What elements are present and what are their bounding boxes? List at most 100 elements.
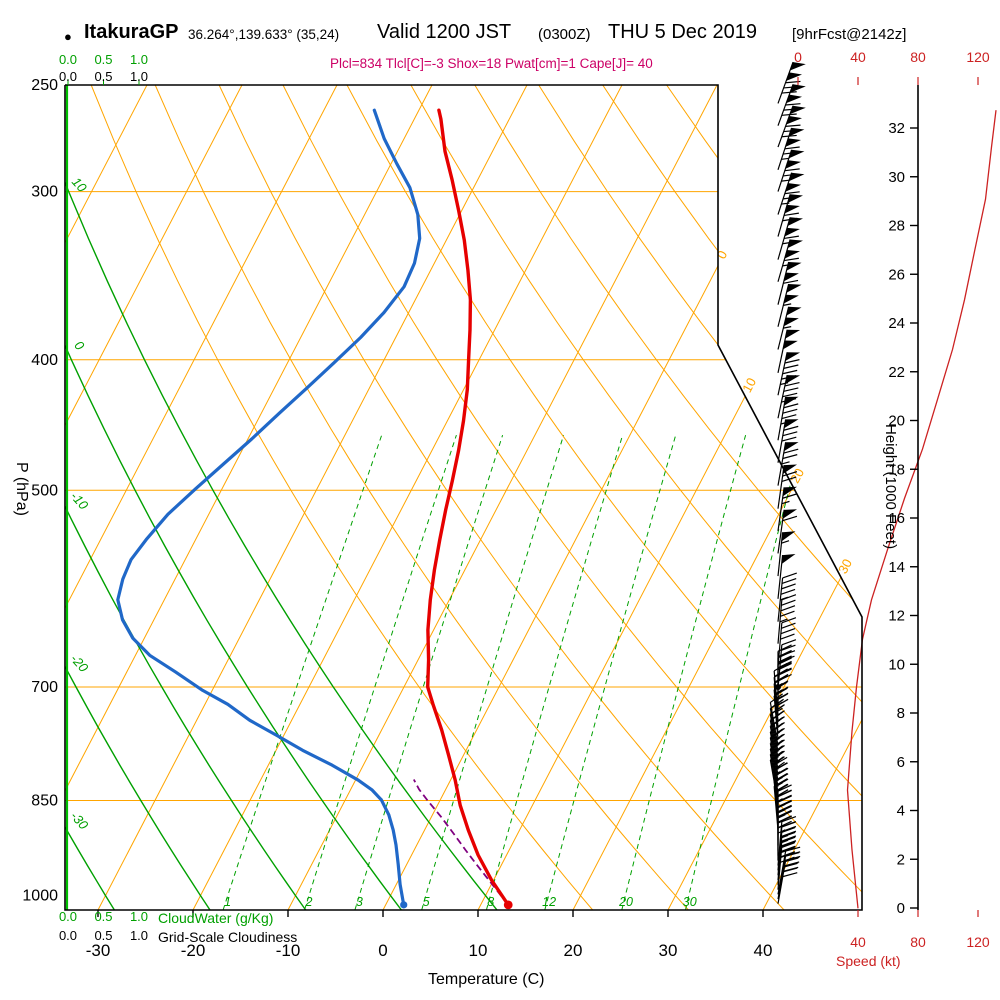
wind-barb-flag	[787, 239, 803, 249]
mixing-ratio-line	[485, 434, 624, 910]
height-tick-label: 30	[888, 169, 905, 186]
pressure-tick-label: 400	[31, 352, 58, 369]
wind-barb-halffeather	[781, 500, 790, 505]
temperature-tick-label: 30	[659, 941, 678, 960]
speed-bottom-tick-label: 120	[966, 934, 990, 950]
dry-adiabat-line	[90, 85, 594, 910]
cloudiness-axis-label: Grid-Scale Cloudiness	[158, 929, 298, 945]
isotherm-line	[762, 85, 862, 910]
mixing-ratio-line	[222, 434, 383, 910]
wind-barb-feather	[777, 655, 792, 663]
pressure-tick-label: 300	[31, 184, 58, 201]
parcel-curve	[413, 779, 509, 906]
wind-barb-flag	[786, 261, 802, 271]
mixing-ratio-label: 20	[618, 895, 633, 909]
wind-barb-flag	[783, 272, 799, 282]
wind-barb-flag	[785, 138, 802, 147]
surface-temperature-dot	[503, 900, 513, 910]
pressure-axis-label: P (hPa)	[13, 462, 30, 516]
temperature-tick-label: 40	[754, 941, 773, 960]
wind-barb-feather	[781, 816, 797, 823]
wind-barb-feather	[777, 656, 792, 664]
temperature-tick-label: -30	[86, 941, 111, 960]
pressure-tick-label: 1000	[22, 888, 58, 905]
isotherm-line	[65, 85, 148, 910]
wind-barb-feather	[783, 425, 799, 431]
station-coords: 36.264°,139.633° (35,24)	[188, 27, 340, 42]
pressure-tick-label: 700	[31, 679, 58, 696]
wind-barb-staff	[777, 172, 793, 215]
wind-barb-feather	[777, 644, 792, 652]
wind-barb-feather	[770, 693, 783, 703]
wind-barb-feather	[781, 835, 797, 842]
wind-barb-flag	[786, 306, 802, 316]
wind-barb-feather	[773, 756, 788, 766]
wind-barb-flag	[784, 419, 799, 429]
wind-barb-feather	[780, 588, 796, 595]
isotherm-line	[287, 85, 718, 910]
wind-barb-halffeather	[781, 461, 790, 465]
wind-barb-feather	[773, 767, 788, 777]
wind-barb-feather	[770, 711, 783, 721]
speed-axis-label: Speed (kt)	[836, 953, 901, 969]
wind-barb-feather	[785, 851, 801, 857]
dry-adiabat-line	[538, 85, 862, 910]
wind-barb-flag	[786, 94, 803, 104]
wind-barb-feather	[774, 698, 789, 708]
dry-adiabat-line	[346, 85, 862, 910]
wind-barb-feather	[781, 622, 796, 629]
wind-barb-staff	[777, 845, 783, 890]
isotherm-label: 0	[714, 248, 731, 261]
speed-bottom-tick-label: 80	[910, 934, 926, 950]
wind-barb-feather	[770, 756, 784, 766]
mixing-ratio-line	[354, 434, 504, 910]
dry-adiabat-label: 10	[69, 174, 90, 195]
isotherm-line	[65, 85, 338, 910]
wind-barb-feather	[781, 599, 796, 606]
cloudiness-scale-top: 0.0	[59, 69, 77, 84]
wind-barb-feather	[781, 436, 797, 442]
wind-barb-staff	[773, 786, 779, 831]
station-bullet-icon: ●	[64, 29, 72, 44]
mixing-ratio-label: 30	[683, 895, 697, 909]
wind-barb-feather	[773, 778, 788, 787]
speed-top-tick-label: 80	[910, 49, 926, 65]
dry-adiabat-line	[65, 85, 211, 910]
wind-barb-feather	[781, 845, 796, 852]
wind-barb-feather	[783, 212, 799, 217]
wind-barb-feather	[785, 103, 801, 106]
dry-adiabat-line	[666, 85, 862, 910]
cloudwater-axis-label: CloudWater (g/Kg)	[158, 910, 274, 926]
height-tick-label: 6	[897, 754, 905, 771]
sounding-profiles	[116, 108, 513, 910]
wind-barb-flag	[783, 317, 799, 327]
wind-barb-feather	[777, 784, 792, 792]
wind-barb-flag	[781, 531, 796, 542]
wind-barb-feather	[784, 146, 800, 150]
isotherm-line	[97, 85, 528, 910]
dewpoint-curve	[116, 108, 422, 907]
wind-barb-feather	[773, 675, 788, 685]
dry-adiabat-label: -20	[67, 651, 91, 676]
wind-barb-feather	[782, 515, 798, 522]
dry-adiabat-line	[730, 85, 862, 910]
wind-barb-halffeather	[779, 618, 788, 623]
height-tick-label: 10	[888, 656, 905, 673]
wind-barb-flag	[783, 294, 799, 304]
height-tick-label: 8	[897, 705, 905, 722]
wind-barb-staff	[777, 855, 787, 900]
mixing-ratio-line	[304, 434, 457, 910]
wind-barb-feather	[780, 610, 795, 617]
wind-barb-staff	[777, 329, 788, 373]
wind-barb-feather	[780, 633, 795, 640]
pressure-tick-label: 250	[31, 77, 58, 94]
wind-barb-feather	[777, 820, 792, 829]
isotherm-line	[65, 85, 243, 910]
wind-barb-feather	[770, 734, 783, 744]
wind-barb-halffeather	[781, 540, 790, 544]
wind-barb-feather	[783, 403, 799, 409]
wind-barb-feather	[783, 866, 799, 872]
mixing-ratio-line	[544, 434, 677, 910]
